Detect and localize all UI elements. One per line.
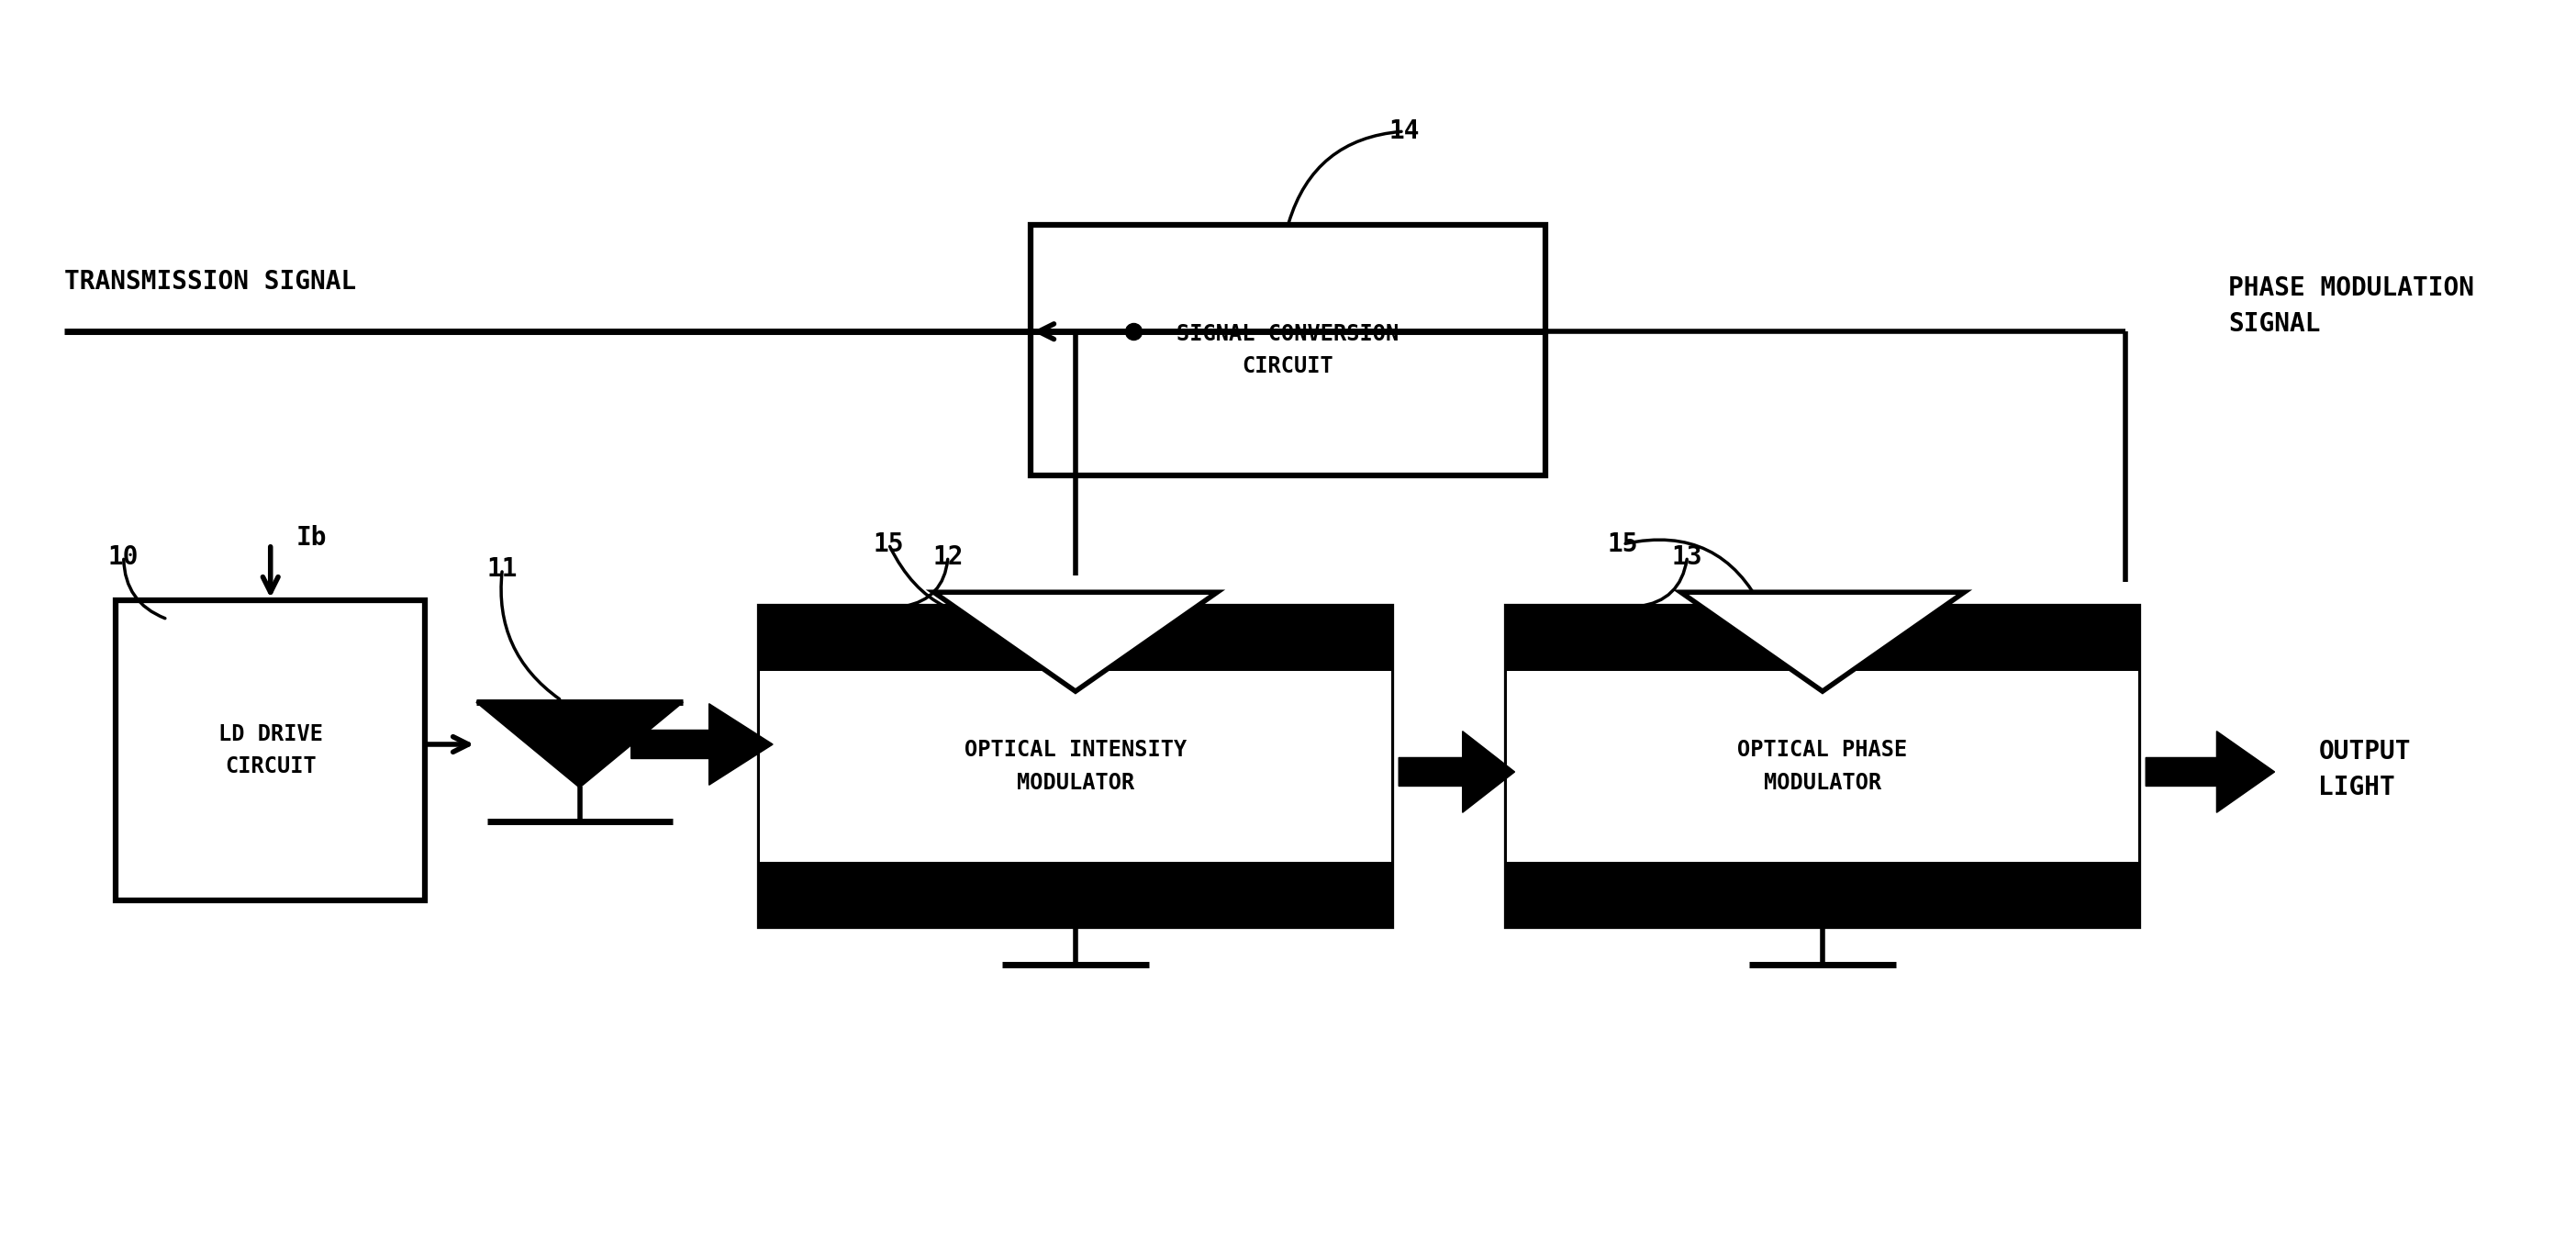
Text: LD DRIVE
CIRCUIT: LD DRIVE CIRCUIT [219, 723, 322, 778]
Polygon shape [477, 702, 683, 787]
Text: Ib: Ib [296, 525, 327, 550]
Text: OPTICAL INTENSITY
MODULATOR: OPTICAL INTENSITY MODULATOR [963, 739, 1188, 793]
Bar [760, 607, 1391, 926]
Text: 15: 15 [1607, 532, 1638, 557]
Text: OUTPUT
LIGHT: OUTPUT LIGHT [2318, 738, 2411, 801]
Text: TRANSMISSION SIGNAL: TRANSMISSION SIGNAL [64, 269, 355, 294]
Bar [1507, 607, 2138, 926]
Polygon shape [1680, 592, 1965, 692]
Text: 14: 14 [1388, 119, 1419, 144]
Text: SIGNAL CONVERSION
CIRCUIT: SIGNAL CONVERSION CIRCUIT [1177, 323, 1399, 378]
Text: 11: 11 [487, 557, 518, 582]
Text: PHASE MODULATION
SIGNAL: PHASE MODULATION SIGNAL [2228, 275, 2473, 338]
Text: 13: 13 [1672, 544, 1703, 569]
Text: OPTICAL PHASE
MODULATOR: OPTICAL PHASE MODULATOR [1739, 739, 1906, 793]
Bar [1030, 225, 1546, 475]
Bar [116, 600, 425, 901]
Polygon shape [1399, 731, 1515, 813]
Bar [1507, 671, 2138, 862]
Text: 10: 10 [108, 544, 139, 569]
Polygon shape [933, 592, 1216, 692]
Text: 12: 12 [933, 544, 963, 569]
Polygon shape [2146, 731, 2275, 813]
Text: 15: 15 [873, 532, 904, 557]
Bar [760, 671, 1391, 862]
Polygon shape [631, 703, 773, 786]
